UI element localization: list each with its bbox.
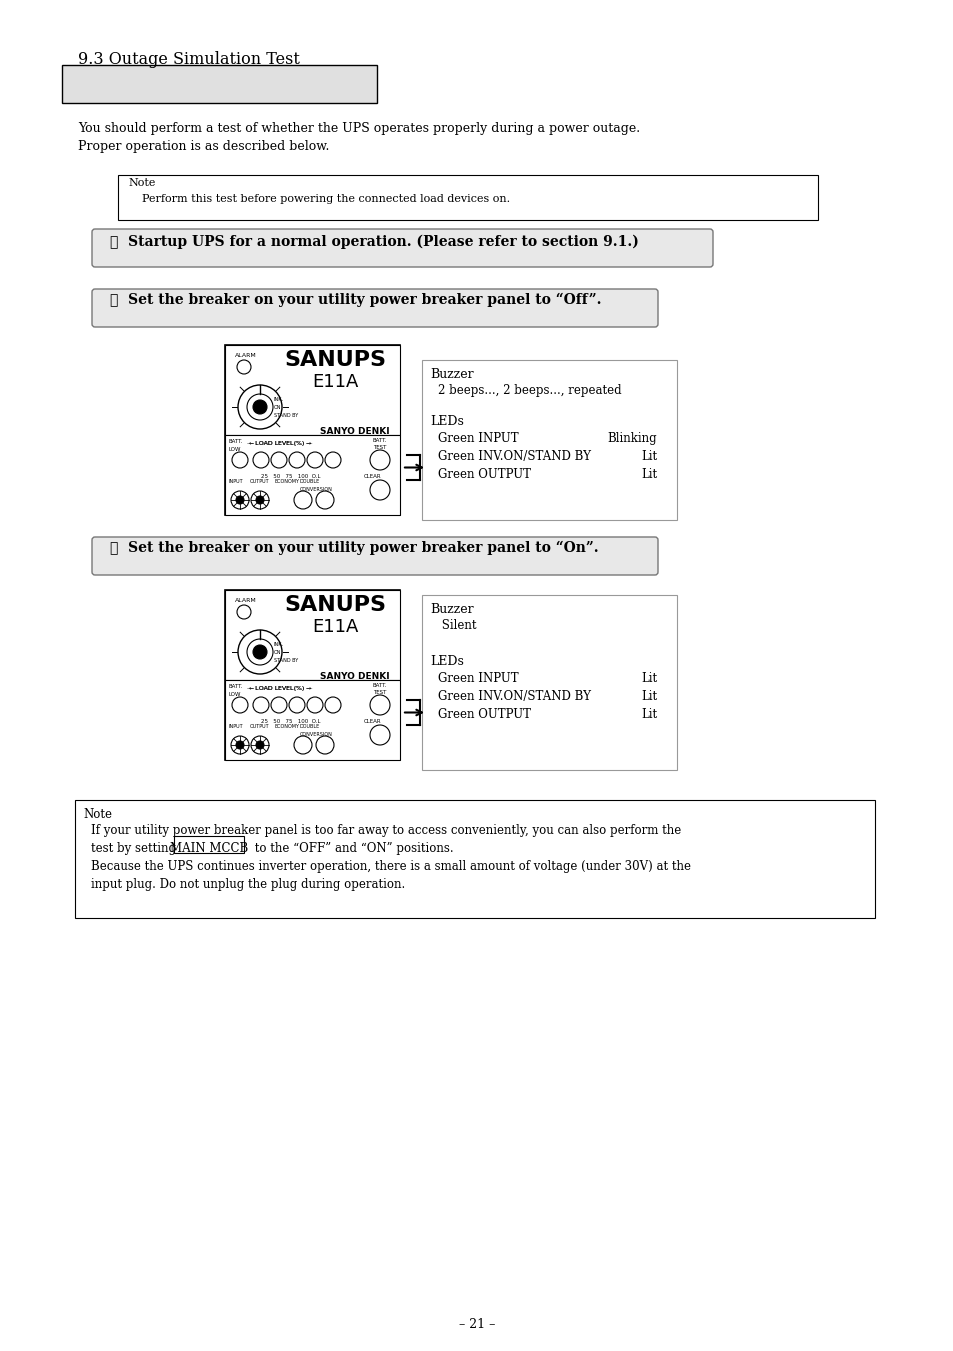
Text: ALARM: ALARM [234,598,256,603]
Text: – 21 –: – 21 – [458,1319,495,1331]
Text: 25   50   75   100  O.L: 25 50 75 100 O.L [261,719,320,724]
Text: MAIN MCCB: MAIN MCCB [170,842,248,855]
Text: Perform this test before powering the connected load devices on.: Perform this test before powering the co… [142,195,510,204]
Text: E11A: E11A [312,617,357,636]
Text: 2 beeps..., 2 beeps..., repeated: 2 beeps..., 2 beeps..., repeated [437,384,621,397]
Text: LEDs: LEDs [430,655,463,667]
FancyBboxPatch shape [225,590,399,680]
Text: Buzzer: Buzzer [430,367,473,381]
Text: SANYO DENKI: SANYO DENKI [320,671,390,681]
Text: Lit: Lit [640,467,657,481]
Text: SANYO DENKI: SANYO DENKI [320,427,390,436]
FancyBboxPatch shape [225,435,399,515]
FancyBboxPatch shape [91,289,658,327]
Circle shape [235,740,244,748]
Text: $\leftarrow$LOAD LEVEL(%)$\rightarrow$: $\leftarrow$LOAD LEVEL(%)$\rightarrow$ [247,439,313,449]
Text: ②  Set the breaker on your utility power breaker panel to “Off”.: ② Set the breaker on your utility power … [110,293,601,307]
Text: input plug. Do not unplug the plug during operation.: input plug. Do not unplug the plug durin… [91,878,405,892]
Text: INPUT: INPUT [229,724,243,730]
Text: Green OUTPUT: Green OUTPUT [437,467,531,481]
Text: STAND BY: STAND BY [274,658,298,663]
Text: Lit: Lit [640,690,657,703]
Text: Lit: Lit [640,450,657,463]
Text: DOUBLE: DOUBLE [299,480,320,484]
Circle shape [255,496,264,504]
Text: Green INPUT: Green INPUT [437,671,518,685]
Text: CLEAR: CLEAR [364,719,381,724]
FancyBboxPatch shape [173,836,244,852]
Text: — LOAD LEVEL(%) —: — LOAD LEVEL(%) — [247,686,313,690]
FancyBboxPatch shape [62,65,376,103]
FancyBboxPatch shape [421,359,677,520]
Text: Note: Note [83,808,112,821]
Text: Lit: Lit [640,671,657,685]
Text: You should perform a test of whether the UPS operates properly during a power ou: You should perform a test of whether the… [78,122,639,135]
FancyBboxPatch shape [225,345,399,515]
Text: BATT.: BATT. [229,684,243,689]
FancyBboxPatch shape [91,230,712,267]
Text: to the “OFF” and “ON” positions.: to the “OFF” and “ON” positions. [251,842,453,855]
Text: Green INPUT: Green INPUT [437,432,518,444]
Text: INK.: INK. [274,642,284,647]
Text: 9.3 Outage Simulation Test: 9.3 Outage Simulation Test [78,51,299,68]
Text: ①  Startup UPS for a normal operation. (Please refer to section 9.1.): ① Startup UPS for a normal operation. (P… [110,235,639,250]
Text: If your utility power breaker panel is too far away to access conveniently, you : If your utility power breaker panel is t… [91,824,680,838]
Text: Green INV.ON/STAND BY: Green INV.ON/STAND BY [437,450,590,463]
Text: Note: Note [128,178,155,188]
Text: TEST: TEST [373,444,386,450]
Text: BATT.: BATT. [373,438,387,443]
Text: Silent: Silent [437,619,476,632]
Text: CLEAR: CLEAR [364,474,381,480]
FancyBboxPatch shape [421,594,677,770]
Text: SANUPS: SANUPS [284,594,386,615]
Text: BATT.: BATT. [229,439,243,444]
Text: $\leftarrow$LOAD LEVEL(%)$\rightarrow$: $\leftarrow$LOAD LEVEL(%)$\rightarrow$ [247,684,313,693]
Text: Because the UPS continues inverter operation, there is a small amount of voltage: Because the UPS continues inverter opera… [91,861,690,873]
Text: TEST: TEST [373,690,386,694]
Text: ECONOMY: ECONOMY [274,724,299,730]
FancyBboxPatch shape [225,590,399,761]
Text: ECONOMY: ECONOMY [274,480,299,484]
Text: BATT.: BATT. [373,684,387,688]
Circle shape [235,496,244,504]
Text: Green INV.ON/STAND BY: Green INV.ON/STAND BY [437,690,590,703]
Text: OUTPUT: OUTPUT [250,480,270,484]
Text: Lit: Lit [640,708,657,721]
Text: — LOAD LEVEL(%) —: — LOAD LEVEL(%) — [247,440,313,446]
Text: ALARM: ALARM [234,353,256,358]
FancyBboxPatch shape [225,680,399,761]
Text: STAND BY: STAND BY [274,413,298,417]
Text: LOW: LOW [229,447,241,453]
Text: Buzzer: Buzzer [430,603,473,616]
Text: Blinking: Blinking [607,432,657,444]
FancyBboxPatch shape [118,176,817,220]
Text: Green OUTPUT: Green OUTPUT [437,708,531,721]
Text: INPUT: INPUT [229,480,243,484]
Text: 25   50   75   100  O.L: 25 50 75 100 O.L [261,474,320,480]
Text: INK.: INK. [274,397,284,403]
Circle shape [255,740,264,748]
Text: ③  Set the breaker on your utility power breaker panel to “On”.: ③ Set the breaker on your utility power … [110,540,598,555]
Text: SANUPS: SANUPS [284,350,386,370]
Text: ON: ON [274,405,281,409]
FancyBboxPatch shape [75,800,874,917]
Text: CONVERSION: CONVERSION [299,486,333,492]
Text: LOW: LOW [229,692,241,697]
Text: test by setting: test by setting [91,842,175,855]
Text: Proper operation is as described below.: Proper operation is as described below. [78,141,329,153]
FancyBboxPatch shape [91,536,658,576]
Text: ON: ON [274,650,281,655]
Circle shape [253,644,267,659]
Text: OUTPUT: OUTPUT [250,724,270,730]
Text: DOUBLE: DOUBLE [299,724,320,730]
Text: CONVERSION: CONVERSION [299,732,333,738]
Circle shape [253,400,267,413]
Text: LEDs: LEDs [430,415,463,428]
Text: E11A: E11A [312,373,357,390]
FancyBboxPatch shape [225,345,399,435]
